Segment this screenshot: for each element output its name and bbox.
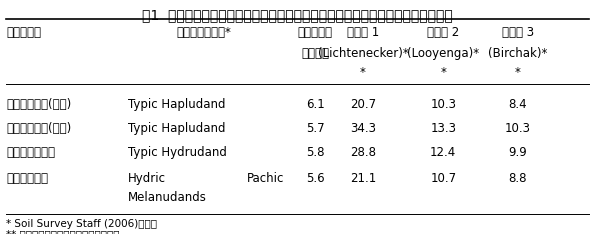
Text: (Lichtenecker)*: (Lichtenecker)* <box>318 47 408 60</box>
Text: 20.7: 20.7 <box>350 98 376 111</box>
Text: 10.3: 10.3 <box>430 98 456 111</box>
Text: 10.3: 10.3 <box>505 122 531 135</box>
Text: Typic Hapludand: Typic Hapludand <box>128 122 226 135</box>
Text: 8.8: 8.8 <box>508 172 527 185</box>
Text: * Soil Survey Staff (2006)による: * Soil Survey Staff (2006)による <box>6 219 157 229</box>
Text: 5.8: 5.8 <box>306 146 325 159</box>
Text: 推定値 2: 推定値 2 <box>427 26 459 39</box>
Text: *: * <box>440 66 446 79</box>
Text: 5.6: 5.6 <box>306 172 325 185</box>
Text: 国際的土壌分類*: 国際的土壌分類* <box>176 26 231 39</box>
Text: の測定値: の測定値 <box>301 47 330 60</box>
Text: 21.1: 21.1 <box>350 172 376 185</box>
Text: *: * <box>360 66 366 79</box>
Text: 茨城県つくば市: 茨城県つくば市 <box>6 146 55 159</box>
Text: Melanudands: Melanudands <box>128 191 207 204</box>
Text: 9.9: 9.9 <box>508 146 527 159</box>
Text: 推定値 1: 推定値 1 <box>347 26 379 39</box>
Text: 28.8: 28.8 <box>350 146 376 159</box>
Text: Hydric: Hydric <box>128 172 166 185</box>
Text: 12.4: 12.4 <box>430 146 456 159</box>
Text: Typic Hapludand: Typic Hapludand <box>128 98 226 111</box>
Text: 推定値 3: 推定値 3 <box>502 26 534 39</box>
Text: 34.3: 34.3 <box>350 122 376 135</box>
Text: 北海道茅室町(表層): 北海道茅室町(表層) <box>6 98 71 111</box>
Text: (Birchak)*: (Birchak)* <box>488 47 547 60</box>
Text: ** カッコ内は用いた混合誘電率モデル: ** カッコ内は用いた混合誘電率モデル <box>6 229 120 234</box>
Text: 10.7: 10.7 <box>430 172 456 185</box>
Text: 13.3: 13.3 <box>430 122 456 135</box>
Text: Typic Hydrudand: Typic Hydrudand <box>128 146 227 159</box>
Text: Pachic: Pachic <box>247 172 284 185</box>
Text: 土壌採取地: 土壌採取地 <box>6 26 41 39</box>
Text: 北海道茅室町(下層): 北海道茅室町(下層) <box>6 122 71 135</box>
Text: 6.1: 6.1 <box>306 98 325 111</box>
Text: 8.4: 8.4 <box>508 98 527 111</box>
Text: 5.7: 5.7 <box>306 122 325 135</box>
Text: *: * <box>515 66 521 79</box>
Text: 熊本県合志市: 熊本県合志市 <box>6 172 48 185</box>
Text: 表1  黒ボク土の固相誘電率の測定結果と異なる混合誘電率モデルによる推定結果: 表1 黒ボク土の固相誘電率の測定結果と異なる混合誘電率モデルによる推定結果 <box>142 8 453 22</box>
Text: 固相誘電率: 固相誘電率 <box>298 26 333 39</box>
Text: (Looyenga)*: (Looyenga)* <box>407 47 480 60</box>
